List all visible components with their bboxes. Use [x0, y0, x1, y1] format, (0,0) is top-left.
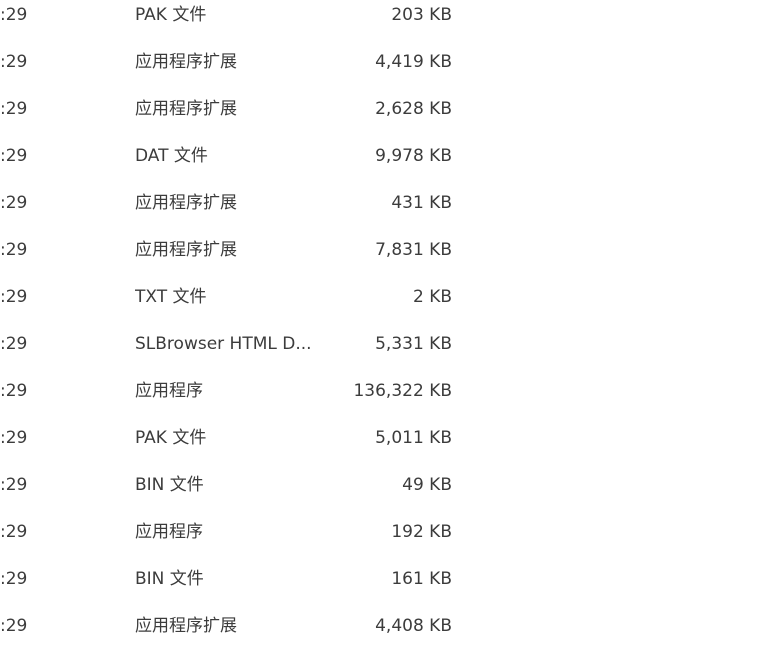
file-row[interactable]: :29 应用程序 192 KB: [0, 517, 762, 564]
file-size: 9,978 KB: [375, 146, 452, 166]
modified-time: :29: [0, 287, 28, 307]
file-size: 161 KB: [391, 569, 452, 589]
file-size: 192 KB: [391, 522, 452, 542]
modified-time: :29: [0, 475, 28, 495]
file-row[interactable]: :29 应用程序扩展 7,831 KB: [0, 235, 762, 282]
file-size: 49 KB: [402, 475, 452, 495]
file-size: 5,331 KB: [375, 334, 452, 354]
file-row[interactable]: :29 PAK 文件 5,011 KB: [0, 423, 762, 470]
file-size: 2,628 KB: [375, 99, 452, 119]
file-type: BIN 文件: [135, 475, 204, 495]
modified-time: :29: [0, 522, 28, 542]
file-row[interactable]: :29 应用程序扩展 431 KB: [0, 188, 762, 235]
file-row[interactable]: :29 BIN 文件 161 KB: [0, 564, 762, 611]
file-type: 应用程序: [135, 381, 203, 401]
file-type: DAT 文件: [135, 146, 208, 166]
file-type: 应用程序扩展: [135, 616, 237, 636]
file-row[interactable]: :29 应用程序 136,322 KB: [0, 376, 762, 423]
file-size: 2 KB: [412, 287, 452, 307]
file-type: PAK 文件: [135, 428, 207, 448]
modified-time: :29: [0, 616, 28, 636]
modified-time: :29: [0, 52, 28, 72]
modified-time: :29: [0, 569, 28, 589]
modified-time: :29: [0, 240, 28, 260]
file-row[interactable]: :29 BIN 文件 49 KB: [0, 470, 762, 517]
file-row[interactable]: :29 SLBrowser HTML D... 5,331 KB: [0, 329, 762, 376]
file-size: 136,322 KB: [353, 381, 452, 401]
file-row[interactable]: :29 TXT 文件 2 KB: [0, 282, 762, 329]
modified-time: :29: [0, 193, 28, 213]
file-size: 431 KB: [391, 193, 452, 213]
modified-time: :29: [0, 99, 28, 119]
file-type: BIN 文件: [135, 569, 204, 589]
file-row[interactable]: :29 PAK 文件 203 KB: [0, 0, 762, 47]
file-size: 4,419 KB: [375, 52, 452, 72]
file-row[interactable]: :29 DAT 文件 9,978 KB: [0, 141, 762, 188]
file-type: 应用程序扩展: [135, 52, 237, 72]
file-type: TXT 文件: [135, 287, 207, 307]
file-size: 4,408 KB: [375, 616, 452, 636]
file-type: SLBrowser HTML D...: [135, 334, 312, 354]
modified-time: :29: [0, 381, 28, 401]
file-size: 203 KB: [391, 5, 452, 25]
file-size: 7,831 KB: [375, 240, 452, 260]
file-row[interactable]: :29 应用程序扩展 4,408 KB: [0, 611, 762, 652]
file-row[interactable]: :29 应用程序扩展 2,628 KB: [0, 94, 762, 141]
modified-time: :29: [0, 146, 28, 166]
file-type: 应用程序扩展: [135, 193, 237, 213]
modified-time: :29: [0, 334, 28, 354]
file-type: 应用程序: [135, 522, 203, 542]
file-type: 应用程序扩展: [135, 240, 237, 260]
modified-time: :29: [0, 428, 28, 448]
file-type: 应用程序扩展: [135, 99, 237, 119]
file-row[interactable]: :29 应用程序扩展 4,419 KB: [0, 47, 762, 94]
file-size: 5,011 KB: [375, 428, 452, 448]
modified-time: :29: [0, 5, 28, 25]
file-type: PAK 文件: [135, 5, 207, 25]
